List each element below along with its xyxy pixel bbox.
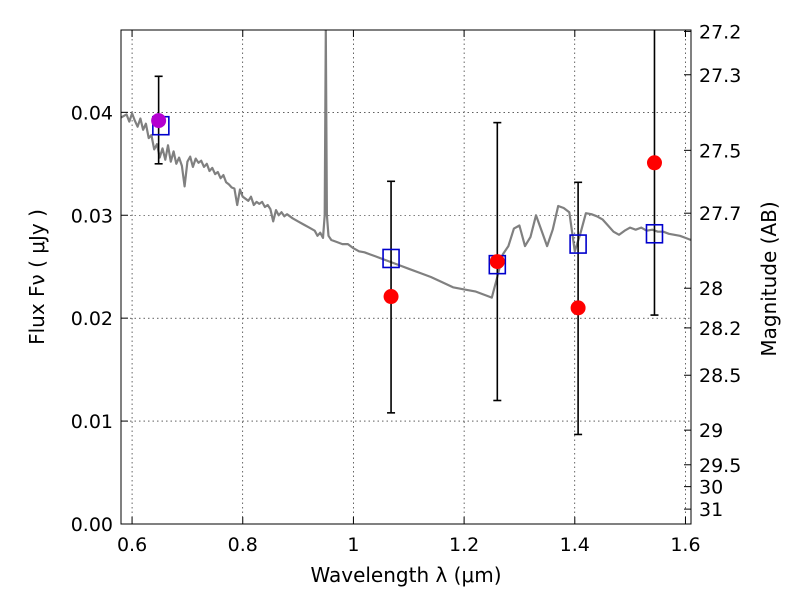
y-tick-label: 0.01 (71, 411, 113, 433)
y2-tick-label: 28 (699, 278, 723, 300)
x-tick-label: 1.2 (449, 534, 479, 556)
x-axis-label: Wavelength λ (μm) (310, 563, 501, 587)
y2-tick-label: 27.5 (699, 140, 741, 162)
y-tick-label: 0.02 (71, 308, 113, 330)
model-spectrum (121, 30, 691, 299)
observed-point (151, 113, 167, 129)
observed-point (383, 289, 399, 305)
y-tick-label: 0.03 (71, 205, 113, 227)
y2-tick-label: 28.5 (699, 365, 741, 387)
y2-tick-label: 29 (699, 420, 723, 442)
y2-tick-label: 29.5 (699, 455, 741, 477)
y2-tick-label: 30 (699, 477, 723, 499)
spectrum-line (121, 30, 691, 299)
x-tick-label: 1.6 (670, 534, 700, 556)
data-markers (151, 113, 664, 316)
x-tick-label: 0.8 (228, 534, 258, 556)
observed-point (570, 300, 586, 316)
model-square (569, 234, 587, 254)
model-square (382, 248, 400, 269)
y-axis-label: Flux Fν ( μJy ) (25, 209, 49, 345)
y2-tick-label: 28.2 (699, 318, 741, 340)
y-tick-label: 0.00 (71, 514, 113, 536)
x-tick-label: 0.6 (117, 534, 147, 556)
y2-tick-label: 27.2 (699, 21, 741, 43)
observed-point (489, 254, 505, 270)
axis-ticks: 0.6 0.8 1 1.2 1.4 1.6 0.00 0.01 0.02 0.03 0.04 27.2… (71, 21, 742, 556)
y2-tick-label: 27.7 (699, 203, 741, 225)
plot-frame (120, 29, 692, 525)
observed-point (646, 155, 662, 171)
x-tick-label: 1.4 (560, 534, 590, 556)
y-tick-label: 0.04 (71, 102, 113, 124)
x-tick-label: 1 (347, 534, 359, 556)
y2-tick-label: 31 (699, 499, 723, 521)
model-square (645, 223, 664, 244)
y2-axis-label: Magnitude (AB) (757, 201, 781, 356)
y2-tick-label: 27.3 (699, 65, 741, 87)
